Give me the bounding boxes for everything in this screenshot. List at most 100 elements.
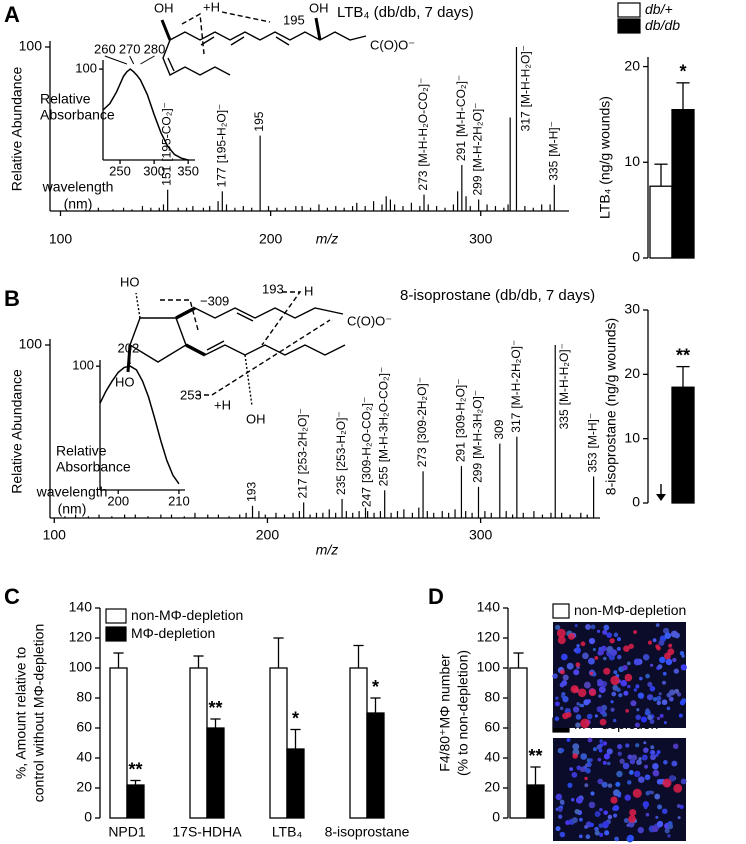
bond [236,312,254,322]
nucleus [607,783,613,788]
inset-x-axis-label: (nm) [58,501,87,517]
nucleus [635,743,640,748]
peak-mz: 291 [454,442,468,462]
y-tick-label: 20 [624,365,640,381]
nucleus [623,817,629,823]
peak-mz: 177 [214,167,228,187]
x-tick-label: 300 [469,231,493,247]
y-tick-label: 140 [477,599,501,615]
nucleus [642,801,650,808]
bar [671,108,695,259]
nucleus [590,791,595,796]
peak-label: 299 [M-H-3H₂O]⁻ [471,390,485,483]
nucleus [668,696,674,702]
nucleus [639,676,643,681]
nucleus [615,781,621,787]
y-axis-label: control without MΦ-depletion [31,624,47,802]
nucleus [644,774,651,781]
nucleus [659,656,666,664]
macrophage [562,712,569,720]
structure-label: H [304,283,313,298]
nucleus [679,700,686,706]
nucleus [602,821,609,828]
micrograph [552,622,687,729]
nucleus [576,702,580,706]
peak-annotation: [M-H]⁻ [546,121,560,157]
nucleus [649,719,655,724]
peak-label: 317 [M-H-H₂O]⁻ [519,45,533,131]
inset-x-axis-label: (nm) [64,196,93,212]
peak-annotation: [M-H]⁻ [586,413,600,449]
macrophage [580,718,590,729]
bar [526,784,545,819]
peak-mz: 317 [509,412,523,432]
y-axis-label: Relative Abundance [9,67,25,192]
nucleus [589,758,593,762]
y-tick-label: 60 [76,719,92,735]
macrophage [603,667,611,675]
structure-label: C(O)O⁻ [347,313,392,328]
nucleus [656,750,661,754]
bond [244,354,253,407]
nucleus [585,834,591,840]
y-tick-label: 100 [69,659,93,675]
peak-label: 299 [M-H-2H₂O]⁻ [471,102,485,195]
bar [269,667,288,819]
nucleus [643,747,649,753]
nucleus [554,701,560,707]
structure-label: HO [115,374,135,389]
macrophage [575,662,581,667]
nucleus [571,817,578,824]
bar [649,185,673,259]
legend-swatch [617,2,641,18]
peak-pointer [127,354,131,365]
nucleus [672,743,679,750]
peak-mz: 151 [160,165,174,185]
nucleus [624,794,631,801]
nucleus [585,623,591,630]
nucleus [580,753,588,760]
nucleus [680,778,687,785]
nucleus [676,692,682,697]
peak-mz: 335 [557,409,571,429]
nucleus [604,830,610,836]
bond [185,344,346,356]
nucleus [652,763,659,770]
nucleus [562,696,569,703]
nucleus [649,754,656,761]
y-axis-label: LTB₄ (ng/g wounds) [597,96,613,219]
structure-label: OH [154,0,174,15]
nucleus [617,743,623,750]
nucleus [676,804,681,808]
nucleus [644,764,649,769]
nucleus [610,700,614,704]
macrophage [668,643,673,648]
peak-annotation: [M-H-H₂O-CO₂]⁻ [416,78,430,167]
nucleus [637,692,645,699]
nucleus [616,637,622,642]
nucleus [561,653,568,661]
nucleus [642,653,650,661]
peak-label: 217 [253-2H₂O]⁻ [296,408,310,498]
nucleus [652,638,657,643]
nucleus [579,766,586,772]
nucleus [644,709,651,716]
nucleus [645,812,650,817]
nucleus [635,684,640,689]
nucleus [612,718,617,723]
nucleus [667,823,674,830]
peak-mz: 247 [360,487,374,507]
inset-x-tick-label: 350 [177,163,199,178]
inset-x-tick-label: 200 [107,493,129,508]
macrophage [664,652,671,660]
peak-annotation: [309-H₂O]⁻ [454,378,468,438]
legend-label: non-MΦ-depletion [574,602,686,618]
structure-label: OH [309,0,329,15]
nucleus [656,820,664,828]
x-tick-label: 100 [43,527,67,543]
nucleus [559,706,564,711]
significance: ** [208,698,222,718]
macrophage [609,638,615,644]
x-tick-label: 100 [49,231,73,247]
nucleus [606,748,613,755]
